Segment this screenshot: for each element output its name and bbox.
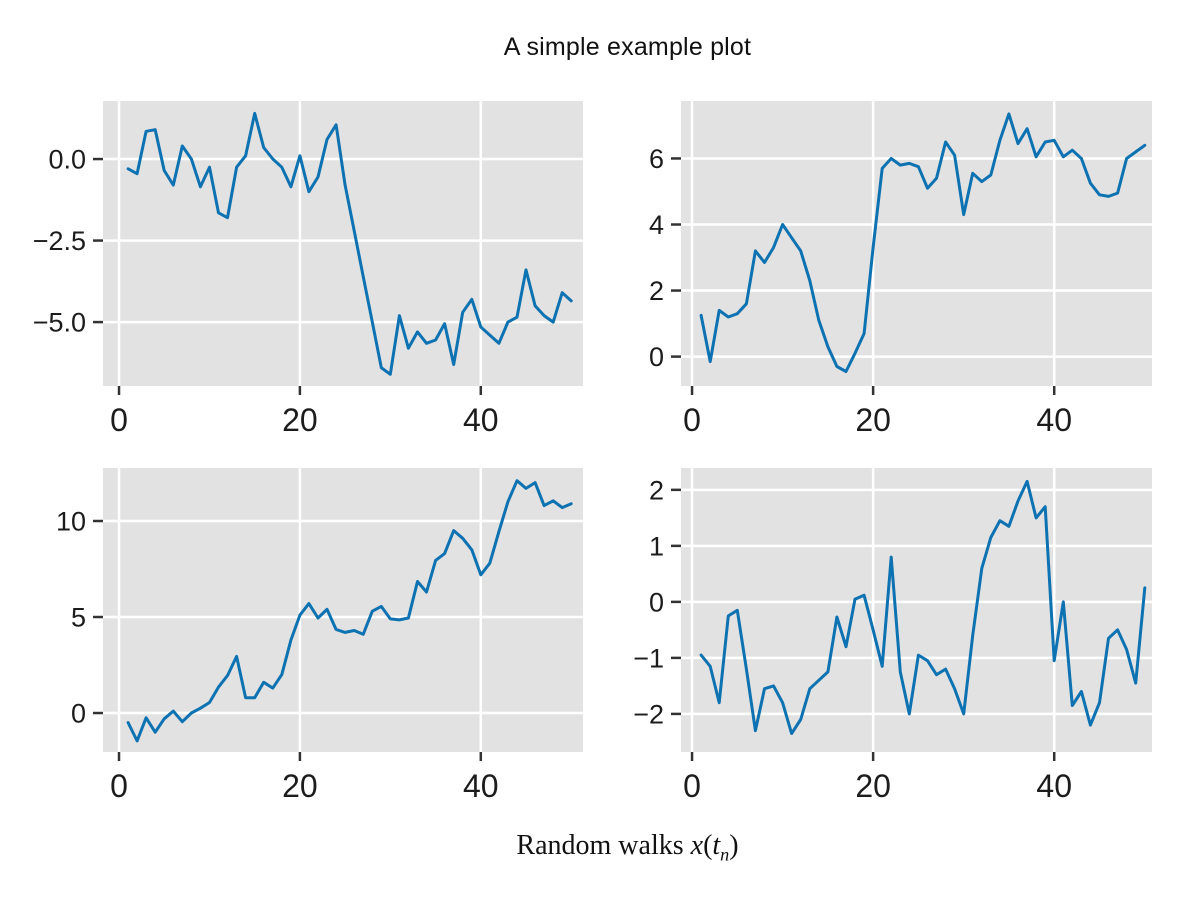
panel-background: [103, 468, 583, 752]
x-axis-label-var: x: [690, 830, 704, 861]
y-tick-label: 0: [71, 698, 86, 728]
x-axis-label-paren-close: ): [729, 830, 739, 861]
x-tick-label: 20: [282, 402, 318, 438]
y-tick-label: 1: [649, 531, 664, 561]
x-axis-label-paren-open: (: [703, 830, 713, 861]
x-tick-label: 0: [110, 768, 128, 804]
x-tick-label: 40: [463, 402, 499, 438]
y-tick-label: 10: [56, 506, 86, 536]
y-tick-label: 0: [649, 342, 664, 372]
x-tick-label: 20: [855, 402, 891, 438]
x-tick-label: 40: [1036, 402, 1072, 438]
y-tick-label: −1: [633, 643, 664, 673]
y-tick-label: 0: [649, 587, 664, 617]
y-tick-label: −2: [633, 699, 664, 729]
data-line: [699, 479, 1147, 735]
y-tick-label: 4: [649, 210, 664, 240]
y-tick-label: 2: [649, 276, 664, 306]
x-axis-label-subscript: n: [720, 844, 730, 865]
data-line: [126, 479, 573, 743]
y-tick-label: 5: [71, 602, 86, 632]
y-tick-label: 2: [649, 475, 664, 505]
x-tick-label: 0: [110, 402, 128, 438]
panel-background: [103, 101, 583, 386]
y-tick-label: −2.5: [33, 226, 86, 256]
data-line: [126, 111, 573, 376]
x-tick-label: 0: [683, 402, 701, 438]
x-axis-label: Random walks x(tn): [103, 830, 1152, 866]
y-tick-label: 6: [649, 144, 664, 174]
x-axis-label-tvar: t: [712, 830, 721, 861]
y-tick-label: 0.0: [48, 144, 86, 174]
subplot-bottom-right: 2 1 0 −1 −2 0 20 40: [633, 468, 1152, 804]
x-tick-label: 40: [463, 768, 499, 804]
x-tick-label: 20: [282, 768, 318, 804]
subplot-bottom-left: 10 5 0 0 20 40: [56, 468, 583, 804]
x-tick-label: 0: [683, 768, 701, 804]
subplot-top-left: 0.0 −2.5 −5.0 0 20 40: [33, 101, 583, 438]
data-line: [699, 112, 1147, 373]
x-tick-label: 20: [855, 768, 891, 804]
figure-title: A simple example plot: [503, 33, 752, 61]
panel-background: [681, 101, 1152, 386]
x-tick-label: 40: [1036, 768, 1072, 804]
x-axis-label-text: Random walks: [516, 830, 691, 861]
y-tick-label: −5.0: [33, 308, 86, 338]
